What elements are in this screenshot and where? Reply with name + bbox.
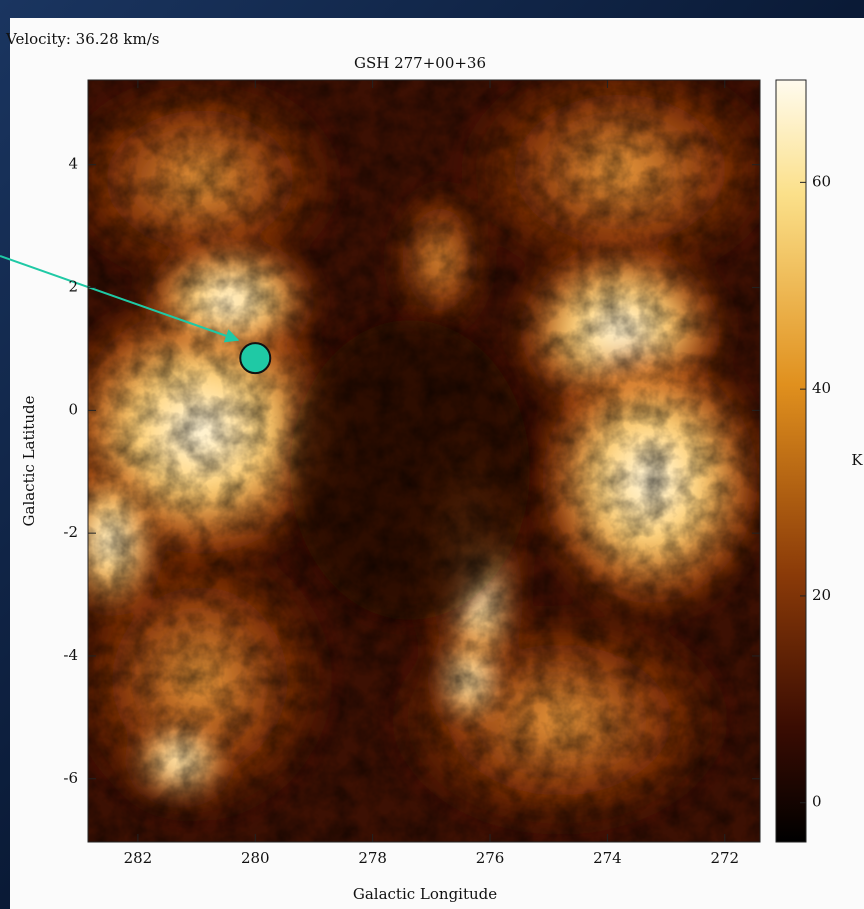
- annotation: Velocity: 36.28 km/s: [5, 30, 159, 48]
- x-tick-label: 274: [593, 849, 622, 867]
- y-tick-label: 4: [68, 155, 78, 173]
- y-tick-label: -2: [63, 523, 78, 541]
- colorbar-label: K: [851, 451, 863, 469]
- x-tick-label: 276: [476, 849, 505, 867]
- colorbar-tick-label: 0: [812, 793, 822, 811]
- chart-title: GSH 277+00+36: [354, 54, 486, 72]
- colorbar-tick-label: 60: [812, 172, 831, 190]
- y-axis-label: Galactic Latitude: [20, 395, 38, 526]
- x-tick-label: 280: [241, 849, 270, 867]
- y-tick-label: -4: [63, 646, 78, 664]
- x-tick-label: 282: [124, 849, 153, 867]
- x-axis-label: Galactic Longitude: [353, 885, 497, 903]
- texture: [88, 80, 760, 842]
- x-tick-label: 272: [710, 849, 739, 867]
- colorbar-tick-label: 20: [812, 586, 831, 604]
- y-tick-label: 0: [68, 400, 78, 418]
- y-tick-label: -6: [63, 769, 78, 787]
- x-tick-label: 278: [358, 849, 387, 867]
- chart: Velocity: 36.28 km/s GSH 277+00+36 Galac…: [0, 0, 864, 909]
- colorbar: [776, 80, 806, 842]
- marker: [240, 343, 270, 373]
- colorbar-tick-label: 40: [812, 379, 831, 397]
- y-tick-label: 2: [68, 278, 78, 296]
- sky-image: [50, 50, 790, 842]
